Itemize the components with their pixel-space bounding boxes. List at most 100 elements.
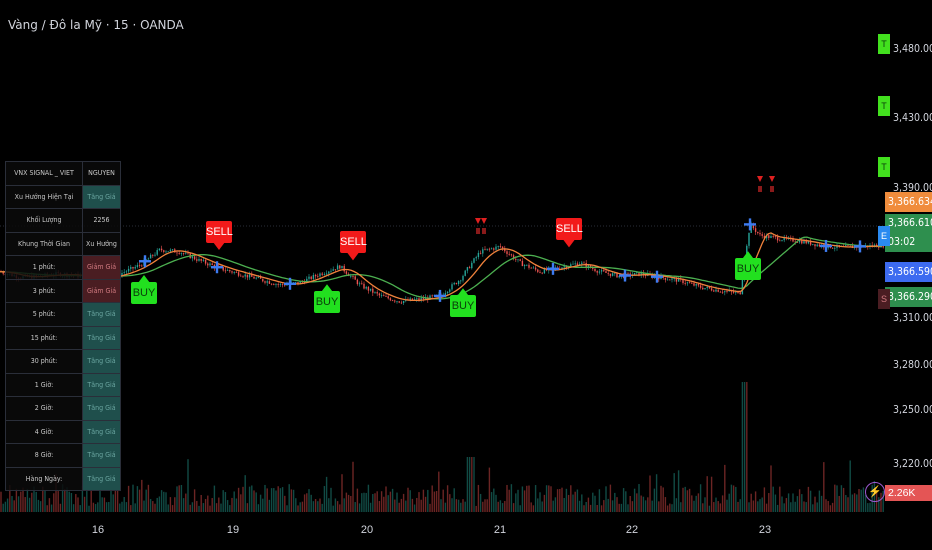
candle-body xyxy=(537,269,539,272)
volume-bar xyxy=(174,497,176,512)
volume-bar xyxy=(17,496,20,512)
signal-row: 30 phút: Tăng Giá xyxy=(5,349,121,374)
candle-body xyxy=(581,262,583,265)
target-flag-icon: T xyxy=(878,157,890,177)
signal-label: 8 Giờ: xyxy=(5,443,83,468)
candle-body xyxy=(259,276,262,279)
candle-body xyxy=(385,296,387,297)
candle-body xyxy=(798,240,801,243)
volume-bar xyxy=(86,484,88,512)
volume-bar xyxy=(253,490,255,512)
volume-bar xyxy=(143,500,145,512)
signal-label: 30 phút: xyxy=(5,349,83,374)
candle-body xyxy=(332,269,334,271)
volume-bar xyxy=(363,492,365,512)
volume-bar xyxy=(26,488,29,512)
volume-bar xyxy=(880,492,882,512)
sell-signal-label: SELL xyxy=(340,231,367,254)
candle-body xyxy=(418,298,420,300)
volume-bar xyxy=(134,503,136,512)
volume-bar xyxy=(35,491,37,512)
volume-bar xyxy=(279,488,282,512)
candle-body xyxy=(834,247,836,249)
candle-body xyxy=(592,267,594,269)
volume-bar xyxy=(625,491,627,512)
candle-body xyxy=(136,265,139,267)
volume-bar xyxy=(787,493,790,512)
signal-label: VNX SIGNAL _ VIET xyxy=(5,161,83,186)
signal-row: Khối Lượng 2256 xyxy=(5,208,121,233)
candle-body xyxy=(532,267,535,269)
candle-body xyxy=(141,265,143,267)
volume-bar xyxy=(695,495,697,512)
volume-bar xyxy=(77,497,79,512)
volume-bar xyxy=(394,499,396,512)
sell-marker xyxy=(482,228,486,234)
signal-label: 1 Giờ: xyxy=(5,372,83,397)
candle-body xyxy=(336,265,339,270)
volume-bar xyxy=(878,497,880,512)
volume-bar xyxy=(796,496,799,512)
candle-body xyxy=(726,291,728,292)
volume-bar xyxy=(704,497,706,512)
candle-body xyxy=(565,266,568,269)
candle-body xyxy=(510,254,513,256)
candle-body xyxy=(185,252,187,254)
volume-bar xyxy=(638,484,640,512)
volume-bar xyxy=(823,462,825,512)
volume-bar xyxy=(50,504,53,512)
candle-body xyxy=(147,258,150,260)
candle-body xyxy=(363,283,365,289)
volume-bar xyxy=(418,492,420,512)
candle-body xyxy=(770,235,772,238)
volume-bar xyxy=(352,461,354,512)
volume-bar xyxy=(2,503,4,512)
volume-bar xyxy=(752,500,755,512)
volume-bar xyxy=(68,491,70,512)
candle-body xyxy=(224,270,227,272)
volume-bar xyxy=(325,476,328,512)
candle-body xyxy=(149,254,152,259)
volume-bar xyxy=(728,493,730,512)
candle-body xyxy=(248,274,251,278)
volume-bar xyxy=(849,460,851,512)
candle-body xyxy=(422,297,425,300)
candle-body xyxy=(501,246,504,249)
volume-bar xyxy=(743,382,746,512)
candle-body xyxy=(563,266,565,268)
volume-bar xyxy=(710,476,713,512)
candle-body xyxy=(468,267,471,269)
volume-bar xyxy=(33,486,35,512)
candle-body xyxy=(807,240,810,244)
volume-bar xyxy=(451,498,453,512)
candle-body xyxy=(702,287,704,290)
candle-body xyxy=(343,265,345,272)
volume-bar xyxy=(123,497,125,512)
volume-bar xyxy=(578,500,581,512)
signal-row: 1 phút: Giảm Giá xyxy=(5,255,121,280)
candle-body xyxy=(607,272,609,274)
volume-bar xyxy=(138,489,141,512)
candle-body xyxy=(765,235,768,239)
candle-body xyxy=(596,271,598,273)
candle-body xyxy=(266,281,268,283)
candle-body xyxy=(242,276,244,278)
volume-bar xyxy=(178,485,180,512)
volume-bar xyxy=(101,497,103,512)
volume-bar xyxy=(306,493,308,512)
candle-body xyxy=(257,276,260,278)
volume-bar xyxy=(75,494,77,512)
lightning-icon[interactable]: ⚡ xyxy=(865,482,885,502)
volume-bar xyxy=(169,497,172,512)
buy-signal-label: BUY xyxy=(314,291,340,314)
volume-bar xyxy=(257,504,260,512)
volume-bar xyxy=(660,485,662,512)
candle-body xyxy=(809,240,812,245)
volume-bar xyxy=(301,501,304,512)
volume-bar xyxy=(290,489,293,512)
volume-bar xyxy=(761,497,763,512)
sell-arrow xyxy=(563,239,575,248)
volume-bar xyxy=(867,503,869,512)
volume-bar xyxy=(440,499,442,512)
